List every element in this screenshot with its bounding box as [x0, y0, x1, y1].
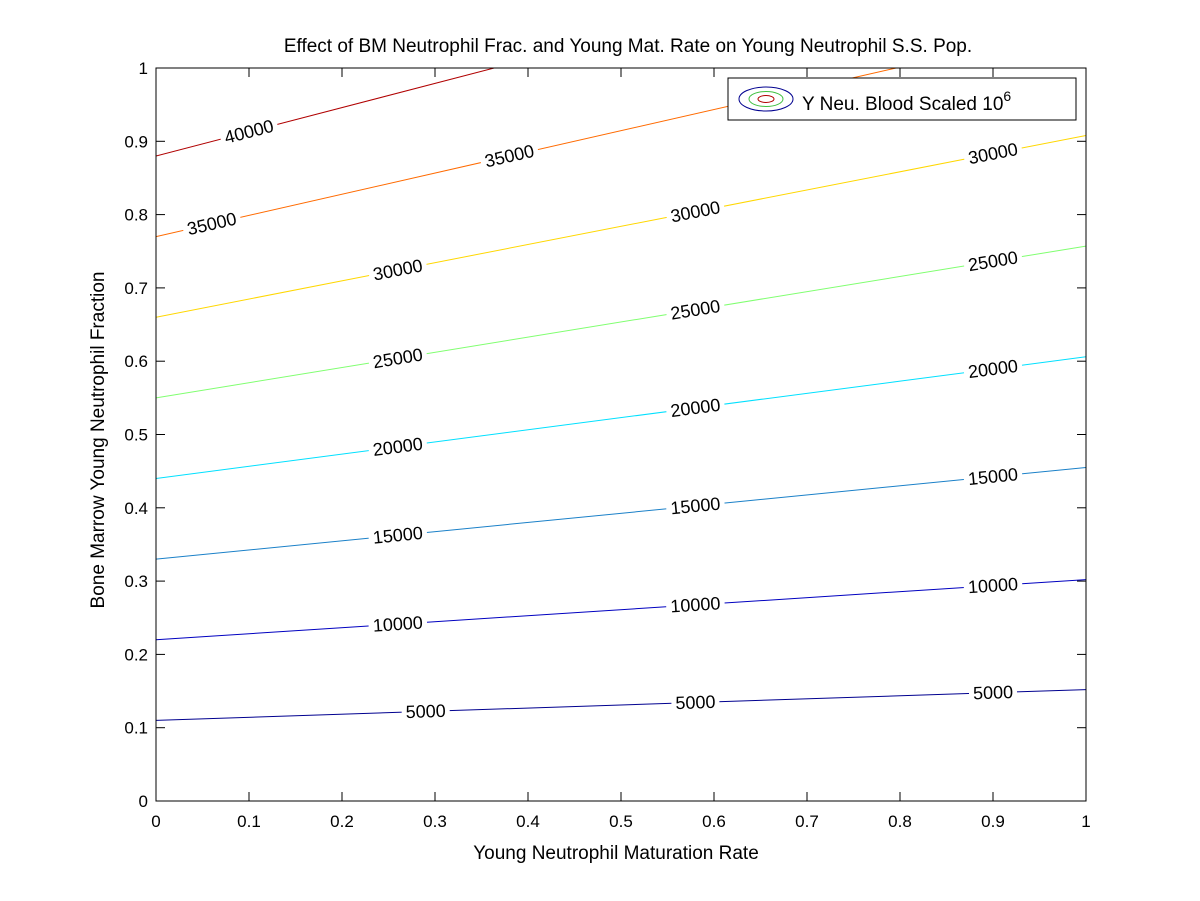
contour-label-15000: 15000	[372, 523, 424, 548]
contour-label-gap	[962, 463, 1024, 490]
legend-label: Y Neu. Blood Scaled 106	[802, 88, 1011, 115]
y-tick-label: 0.3	[124, 572, 148, 591]
y-tick-label: 0.5	[124, 426, 148, 445]
contour-label-gap	[367, 254, 429, 286]
y-tick-label: 0	[139, 792, 148, 811]
contour-label-10000: 10000	[967, 574, 1018, 597]
x-tick-label: 0.7	[795, 812, 819, 831]
contour-label-group: 15000	[665, 493, 726, 519]
contour-label-gap	[665, 493, 726, 519]
x-tick-label: 0.6	[702, 812, 726, 831]
contour-line-20000	[156, 356, 1086, 479]
y-tick-label: 0.2	[124, 645, 148, 664]
contour-label-15000: 15000	[967, 464, 1019, 489]
plot-frame	[155, 67, 1087, 802]
contour-line-30000	[156, 134, 1086, 318]
contour-label-gap	[664, 295, 726, 325]
x-tick-label: 0.3	[423, 812, 447, 831]
legend-contour-icon	[738, 86, 794, 112]
contour-label-gap	[968, 681, 1018, 704]
contour-label-gap	[478, 139, 541, 173]
contour-label-15000: 15000	[670, 494, 722, 519]
legend: Y Neu. Blood Scaled 106	[727, 77, 1077, 121]
legend-label-main: Y Neu. Blood Scaled 10	[802, 94, 1003, 115]
contour-line-25000	[156, 245, 1086, 399]
y-axis-label: Bone Marrow Young Neutrophil Fraction	[88, 272, 109, 609]
contour-label-group: 20000	[962, 355, 1024, 383]
contour-label-gap	[962, 355, 1024, 383]
y-tick-labels: 0 0.1 0.2 0.3 0.4 0.5 0.6 0.7 0.8 0.9 1	[124, 59, 148, 811]
x-axis-label: Young Neutrophil Maturation Rate	[473, 843, 759, 864]
contour-label-gap	[963, 573, 1023, 598]
y-tick-label: 0.8	[124, 206, 148, 225]
contour-label-group: 10000	[963, 573, 1023, 598]
y-tick-label: 1	[139, 59, 148, 78]
contour-label-group: 15000	[962, 463, 1024, 490]
x-tick-labels: 0 0.1 0.2 0.3 0.4 0.5 0.6 0.7 0.8 0.9 1	[151, 812, 1090, 831]
contour-label-group: 25000	[664, 295, 726, 325]
contour-label-group: 15000	[367, 522, 428, 549]
x-tick-label: 0.4	[516, 812, 540, 831]
contour-label-10000: 10000	[372, 613, 423, 636]
contour-label-gap	[181, 207, 243, 241]
contour-label-gap	[367, 433, 429, 461]
contour-label-gap	[367, 612, 428, 636]
contour-label-group: 5000	[671, 691, 720, 714]
contour-label-gap	[401, 700, 451, 723]
contour-label-5000: 5000	[405, 701, 446, 722]
y-tick-label: 0.7	[124, 279, 148, 298]
x-tick-label: 1	[1081, 812, 1090, 831]
contour-label-gap	[665, 394, 726, 422]
contour-line-15000	[156, 466, 1086, 560]
contour-label-gap	[367, 343, 429, 373]
contour-label-gap	[367, 522, 428, 549]
contour-label-10000: 10000	[670, 593, 721, 616]
y-tick-label: 0.6	[124, 352, 148, 371]
contour-label-group: 5000	[401, 700, 451, 723]
contour-label-group: 10000	[367, 612, 428, 636]
contour-label-gap	[962, 246, 1024, 276]
y-tick-label: 0.4	[124, 499, 148, 518]
legend-box	[727, 77, 1077, 121]
contour-label-gap	[962, 138, 1024, 170]
contour-label-group: 10000	[665, 593, 726, 617]
y-tick-label: 0.9	[124, 132, 148, 151]
contour-label-gap	[664, 196, 727, 228]
contour-label-5000: 5000	[973, 682, 1014, 703]
x-tick-label: 0.2	[330, 812, 354, 831]
contour-lines	[156, 68, 1086, 721]
contour-line-40000	[156, 68, 497, 157]
contour-label-gap	[671, 691, 720, 714]
contour-line-10000	[156, 579, 1086, 641]
contour-label-group: 5000	[968, 681, 1018, 704]
legend-label-exponent: 6	[1003, 88, 1011, 104]
x-tick-label: 0.9	[981, 812, 1005, 831]
contour-label-group: 20000	[367, 433, 429, 461]
x-tick-label: 0.8	[888, 812, 912, 831]
chart-title: Effect of BM Neutrophil Frac. and Young …	[284, 36, 972, 57]
contour-label-group: 20000	[665, 394, 726, 422]
x-tick-label: 0.1	[237, 812, 261, 831]
contour-line-5000	[156, 689, 1086, 721]
contour-label-gap	[665, 593, 726, 617]
x-tick-label: 0.5	[609, 812, 633, 831]
x-tick-label: 0	[151, 812, 160, 831]
contour-label-5000: 5000	[675, 692, 716, 713]
plot-area	[156, 68, 1086, 801]
contour-label-gap	[218, 114, 280, 149]
contour-line-35000	[156, 68, 899, 238]
contour-label-group: 35000	[181, 207, 243, 241]
y-tick-label: 0.1	[124, 719, 148, 738]
